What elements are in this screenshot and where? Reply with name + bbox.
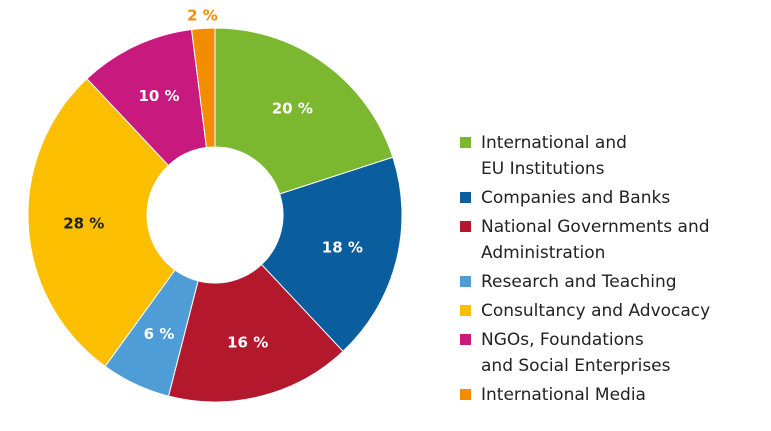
legend-label: Companies and Banks (481, 185, 670, 211)
slice-value-label: 18 % (322, 239, 363, 257)
legend-label-line: Companies and Banks (481, 188, 671, 208)
legend-item: NGOs, Foundations and Social Enterprises (460, 327, 760, 379)
donut-slice (27, 77, 176, 367)
legend-label-line: National Governments and (481, 217, 710, 237)
legend-label: International and EU Institutions (481, 130, 627, 182)
legend-item: Companies and Banks (460, 185, 760, 211)
legend-swatch (460, 192, 471, 203)
legend-label-line: EU Institutions (481, 159, 605, 179)
donut-slice (260, 156, 403, 353)
legend-swatch (460, 221, 471, 232)
legend-label-line: Research and Teaching (481, 272, 677, 292)
slice-value-label: 6 % (144, 325, 175, 343)
legend-label-line: and Social Enterprises (481, 356, 671, 376)
chart-legend: International and EU Institutions Companie… (460, 130, 760, 411)
legend-swatch (460, 334, 471, 345)
legend-item: Research and Teaching (460, 269, 760, 295)
slice-value-label: 20 % (272, 100, 313, 118)
legend-swatch (460, 137, 471, 148)
legend-item: National Governments and Administration (460, 214, 760, 266)
legend-swatch (460, 276, 471, 287)
legend-label: NGOs, Foundations and Social Enterprises (481, 327, 671, 379)
donut-slice (214, 27, 394, 195)
legend-label-line: International and (481, 133, 627, 153)
donut-slice (191, 27, 216, 149)
legend-label: National Governments and Administration (481, 214, 710, 266)
legend-label: Consultancy and Advocacy (481, 298, 710, 324)
legend-label-line: Administration (481, 243, 606, 263)
legend-label: Research and Teaching (481, 269, 677, 295)
legend-item: International Media (460, 382, 760, 408)
donut-slice (167, 263, 344, 403)
legend-label: International Media (481, 382, 646, 408)
slice-value-label: 28 % (63, 214, 104, 232)
legend-item: Consultancy and Advocacy (460, 298, 760, 324)
legend-label-line: International Media (481, 385, 646, 405)
slice-value-label: 10 % (138, 87, 179, 105)
slice-value-label: 2 % (187, 6, 218, 24)
legend-swatch (460, 305, 471, 316)
legend-swatch (460, 389, 471, 400)
legend-label-line: Consultancy and Advocacy (481, 301, 711, 321)
slice-value-label: 16 % (227, 333, 268, 351)
legend-item: International and EU Institutions (460, 130, 760, 182)
legend-label-line: NGOs, Foundations (481, 330, 644, 350)
